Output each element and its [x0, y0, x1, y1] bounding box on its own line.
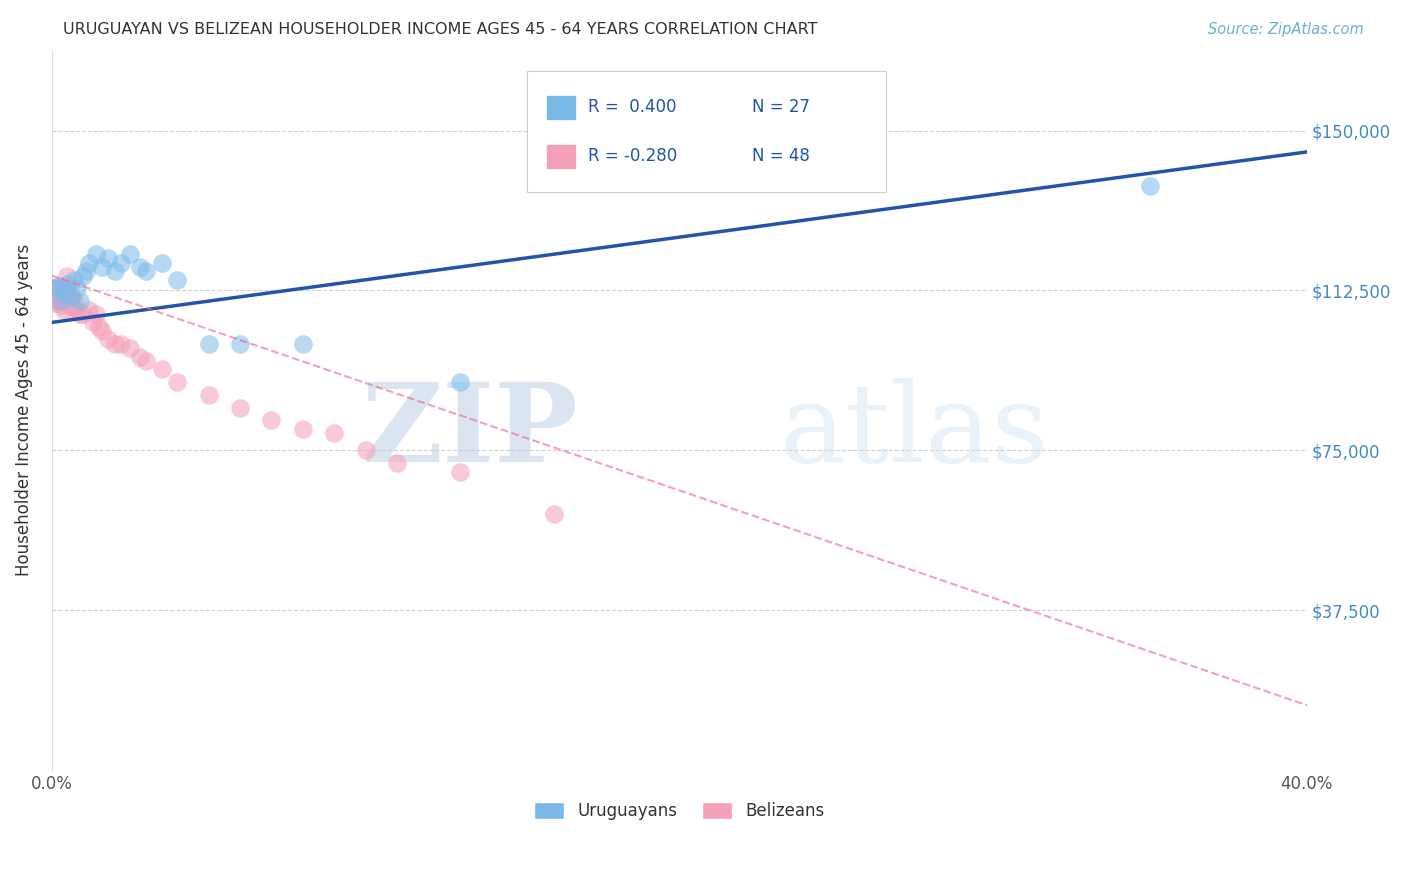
Point [44, 285, 66, 300]
Point [87, 319, 110, 334]
Point [291, 422, 314, 436]
Point [91, 324, 114, 338]
Text: N = 48: N = 48 [752, 147, 810, 165]
Point [53, 285, 76, 300]
Point [46, 285, 69, 300]
Point [1139, 179, 1161, 194]
Point [128, 260, 150, 274]
Point [79, 302, 101, 317]
Point [103, 336, 125, 351]
Point [150, 256, 173, 270]
Point [69, 307, 91, 321]
Point [91, 260, 114, 274]
Point [291, 336, 314, 351]
Point [44, 281, 66, 295]
Point [150, 362, 173, 376]
Point [543, 508, 565, 522]
Text: ZIP: ZIP [363, 378, 579, 485]
Point [44, 281, 66, 295]
Text: R =  0.400: R = 0.400 [588, 98, 676, 116]
Point [51, 290, 73, 304]
Point [51, 285, 73, 300]
Point [53, 290, 76, 304]
Point [197, 336, 219, 351]
Text: URUGUAYAN VS BELIZEAN HOUSEHOLDER INCOME AGES 45 - 64 YEARS CORRELATION CHART: URUGUAYAN VS BELIZEAN HOUSEHOLDER INCOME… [63, 22, 818, 37]
Point [46, 290, 69, 304]
Point [56, 268, 79, 283]
Point [72, 307, 94, 321]
Point [79, 256, 101, 270]
Point [69, 294, 91, 309]
Text: atlas: atlas [780, 378, 1049, 485]
Point [110, 336, 132, 351]
Text: N = 27: N = 27 [752, 98, 810, 116]
Point [84, 307, 107, 321]
Point [229, 401, 252, 415]
Point [354, 443, 377, 458]
Point [229, 336, 252, 351]
Point [323, 426, 346, 441]
Point [97, 333, 120, 347]
Point [59, 298, 82, 312]
Point [53, 285, 76, 300]
Point [260, 413, 283, 427]
Point [53, 302, 76, 317]
Point [385, 456, 408, 470]
Text: Source: ZipAtlas.com: Source: ZipAtlas.com [1208, 22, 1364, 37]
Point [97, 252, 120, 266]
Point [166, 273, 188, 287]
Point [56, 281, 79, 295]
Point [46, 294, 69, 309]
Point [103, 264, 125, 278]
Point [72, 268, 94, 283]
Point [75, 264, 97, 278]
Point [46, 279, 69, 293]
Point [59, 290, 82, 304]
Point [46, 281, 69, 295]
Point [135, 353, 157, 368]
Point [120, 341, 142, 355]
Point [56, 277, 79, 291]
Point [449, 465, 471, 479]
Point [197, 388, 219, 402]
Point [120, 247, 142, 261]
Point [51, 294, 73, 309]
Point [62, 294, 84, 309]
Point [51, 298, 73, 312]
Point [82, 315, 104, 329]
Point [66, 281, 89, 295]
Legend: Uruguayans, Belizeans: Uruguayans, Belizeans [527, 795, 831, 826]
Point [110, 256, 132, 270]
Point [84, 247, 107, 261]
Text: R = -0.280: R = -0.280 [588, 147, 676, 165]
Point [51, 281, 73, 295]
Point [128, 350, 150, 364]
Point [166, 375, 188, 389]
Point [44, 290, 66, 304]
Point [44, 294, 66, 309]
Point [62, 273, 84, 287]
Point [59, 290, 82, 304]
Point [449, 375, 471, 389]
Point [56, 294, 79, 309]
Point [62, 302, 84, 317]
Point [135, 264, 157, 278]
Point [66, 302, 89, 317]
Point [44, 296, 66, 310]
Y-axis label: Householder Income Ages 45 - 64 years: Householder Income Ages 45 - 64 years [15, 244, 32, 576]
